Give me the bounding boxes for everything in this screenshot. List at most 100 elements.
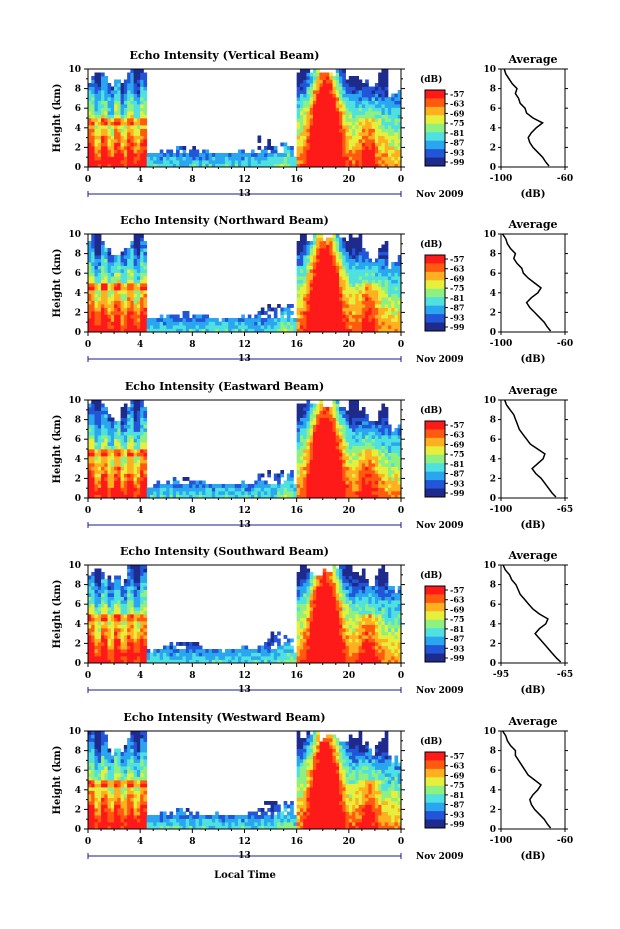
heatmap-cell	[140, 449, 144, 453]
heatmap-cell	[136, 163, 141, 168]
heatmap-cell	[374, 83, 379, 87]
heatmap-cell	[172, 494, 177, 499]
heatmap-cell	[143, 297, 148, 301]
heatmap-cell	[97, 477, 102, 481]
heatmap-cell	[358, 269, 363, 273]
heatmap-cell	[303, 241, 307, 245]
heatmap-cell	[361, 128, 366, 133]
heatmap-cell	[136, 431, 141, 436]
heatmap-cell	[114, 135, 118, 140]
heatmap-cell	[94, 596, 99, 601]
heatmap-cell	[172, 487, 177, 492]
heatmap-cell	[358, 463, 363, 467]
heatmap-cell	[381, 487, 386, 492]
heatmap-cell	[104, 325, 108, 329]
heatmap-cell	[348, 435, 353, 439]
heatmap-cell	[91, 276, 95, 280]
heatmap-cell	[169, 149, 174, 154]
heatmap-cell	[254, 325, 258, 329]
heatmap-cell	[140, 431, 144, 436]
heatmap-cell	[306, 255, 311, 259]
heatmap-cell	[352, 452, 356, 457]
heatmap-cell	[133, 307, 138, 312]
heatmap-cell	[140, 272, 144, 277]
heatmap-cell	[326, 160, 330, 164]
heatmap-cell	[303, 417, 307, 422]
heatmap-cell	[176, 146, 180, 150]
heatmap-cell	[104, 286, 108, 291]
heatmap-cell	[88, 160, 92, 164]
heatmap-cell	[345, 470, 350, 474]
heatmap-cell	[322, 473, 327, 478]
heatmap-cell	[130, 272, 135, 277]
heatmap-cell	[114, 328, 118, 333]
heatmap-cell	[329, 104, 333, 108]
heatmap-cell	[91, 149, 95, 154]
heatmap-cell	[97, 83, 102, 87]
heatmap-cell	[97, 156, 102, 161]
heatmap-cell	[335, 258, 340, 263]
heatmap-cell	[208, 487, 213, 492]
heatmap-cell	[205, 487, 210, 492]
heatmap-cell	[365, 487, 369, 492]
heatmap-cell	[384, 297, 389, 301]
heatmap-cell	[387, 473, 392, 478]
heatmap-cell	[91, 596, 95, 601]
heatmap-cell	[273, 484, 278, 488]
heatmap-cell	[104, 314, 108, 319]
heatmap-cell	[123, 293, 128, 298]
heatmap-cell	[117, 424, 121, 429]
heatmap-cell	[189, 156, 193, 161]
heatmap-cell	[221, 153, 226, 157]
heatmap-cell	[312, 76, 317, 80]
heatmap-cell	[133, 473, 138, 478]
heatmap-cell	[127, 72, 131, 77]
heatmap-cell	[260, 318, 265, 322]
heatmap-cell	[182, 311, 187, 315]
heatmap-cell	[378, 484, 382, 488]
heatmap-cell	[166, 491, 170, 495]
heatmap-cell	[303, 300, 307, 305]
heatmap-cell	[107, 286, 112, 291]
heatmap-cell	[97, 244, 102, 249]
heatmap-cell	[306, 265, 311, 270]
heatmap-cell	[365, 258, 369, 263]
heatmap-cell	[387, 480, 392, 485]
heatmap-cell	[110, 438, 115, 443]
colorbar-segment	[425, 305, 445, 315]
heatmap-cell	[94, 244, 99, 249]
heatmap-cell	[332, 424, 337, 429]
heatmap-cell	[309, 276, 314, 280]
heatmap-cell	[120, 265, 125, 270]
heatmap-cell	[110, 293, 115, 298]
heatmap-cell	[156, 160, 161, 164]
heatmap-cell	[110, 421, 115, 425]
heatmap-cell	[283, 494, 288, 499]
heatmap-cell	[303, 484, 307, 488]
heatmap-cell	[299, 300, 304, 305]
heatmap-cell	[374, 435, 379, 439]
heatmap-cell	[319, 410, 324, 415]
heatmap-cell	[365, 477, 369, 481]
heatmap-cell	[140, 255, 144, 259]
heatmap-cell	[176, 160, 180, 164]
heatmap-cell	[123, 258, 128, 263]
heatmap-cell	[94, 414, 99, 418]
heatmap-cell	[91, 456, 95, 460]
heatmap-cell	[88, 407, 92, 411]
heatmap-cell	[345, 146, 350, 150]
heatmap-cell	[228, 484, 232, 488]
heatmap-cell	[326, 283, 330, 287]
heatmap-cell	[339, 466, 343, 471]
heatmap-cell	[110, 135, 115, 140]
heatmap-cell	[345, 156, 350, 161]
heatmap-cell	[355, 163, 360, 168]
heatmap-cell	[91, 449, 95, 453]
heatmap-cell	[309, 258, 314, 263]
heatmap-cell	[384, 311, 389, 315]
heatmap-cell	[381, 248, 386, 252]
heatmap-cell	[387, 477, 392, 481]
colorbar-segment	[425, 140, 445, 150]
heatmap-cell	[133, 403, 138, 408]
heatmap-cell	[101, 248, 105, 252]
